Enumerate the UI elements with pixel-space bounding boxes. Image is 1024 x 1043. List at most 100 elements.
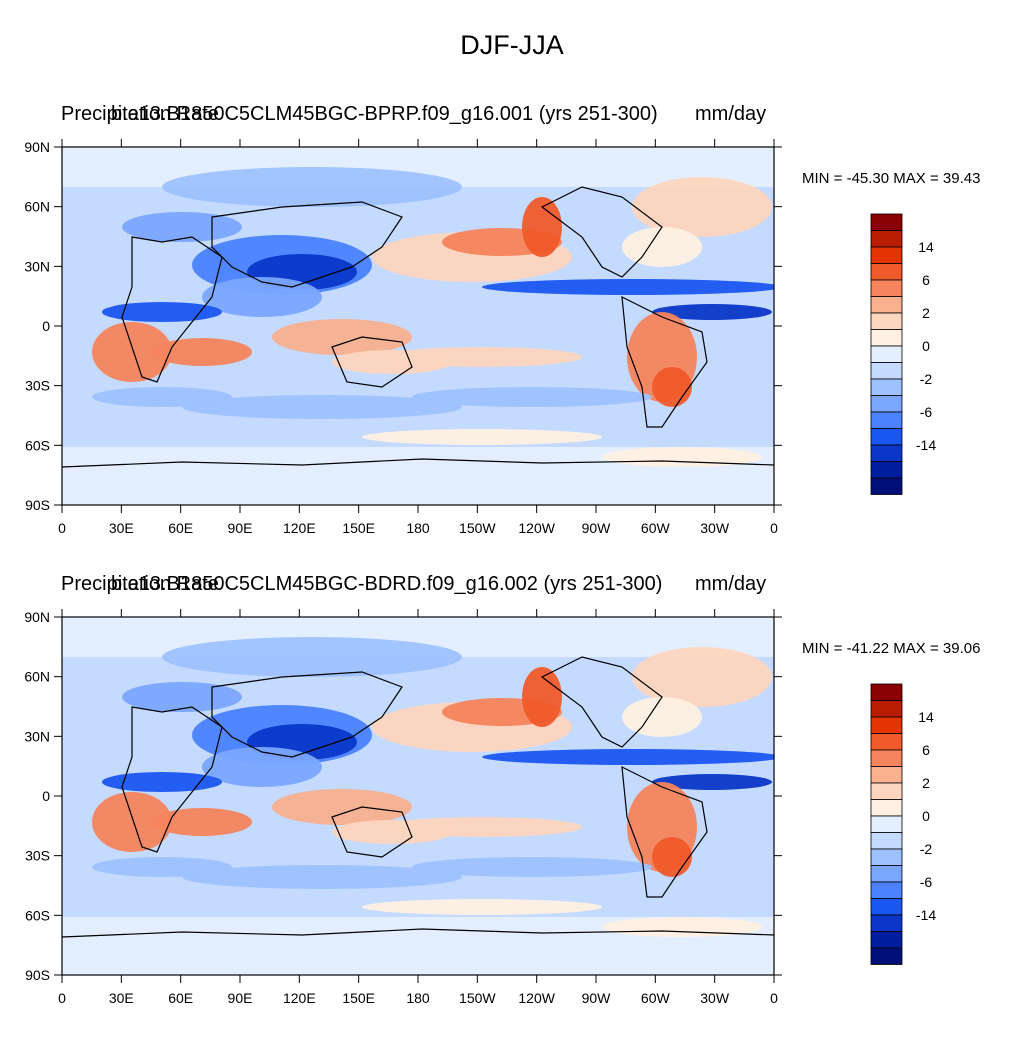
colorbar-segment [870,947,903,965]
colorbar-segment [870,881,903,899]
lat-tick-label: 90N [24,609,50,625]
anomaly-contour [122,682,242,712]
lon-tick-label: 0 [770,520,778,536]
colorbar: 14 6 2 0 -2 -6 -14 [870,683,936,965]
colorbar-label: 2 [922,305,930,321]
map-panel-bottom: Precipitation Rate b.e13.B1850C5CLM45BGC… [0,573,1024,1043]
anomaly-contour [652,774,772,790]
colorbar-segment [870,799,903,817]
case-label: b.e13.B1850C5CLM45BGC-BDRD.f09_g16.002 (… [111,573,663,595]
anomaly-contour [622,697,702,737]
lat-tick-label: 90S [25,967,50,983]
coastline [540,656,663,748]
anomaly-contour [382,817,582,837]
anomaly-contour [632,647,772,707]
min-max-label: MIN = -41.22 MAX = 39.06 [802,640,981,657]
colorbar-segment [870,865,903,883]
colorbar-label: -6 [920,404,933,420]
colorbar-label: -2 [920,371,933,387]
lon-tick-label: 60E [168,990,193,1006]
map-plot: 90N 60N 30N 0 30S 60S 90S 0 30E 60E 90E 120E 150E 180… [24,139,936,536]
colorbar-label: -6 [920,874,933,890]
anomaly-contour [272,789,412,825]
lon-tick-label: 150W [459,990,496,1006]
lon-tick-label: 0 [58,520,66,536]
units-label: mm/day [695,103,767,125]
map-panel-top: Precipitation Rate b.e13.B1850C5CLM45BGC… [0,103,1024,573]
anomaly-contour [382,347,582,367]
anomaly-contour [162,167,462,207]
lon-tick-label: 180 [406,990,430,1006]
lon-tick-label: 180 [406,520,430,536]
anomaly-contour [652,367,692,407]
colorbar-segment [870,848,903,866]
colorbar-segment [870,312,903,330]
anomaly-contour [412,857,652,877]
colorbar-label: 0 [922,808,930,824]
lon-tick-label: 90E [228,520,253,536]
colorbar-segment [870,931,903,949]
colorbar-segment [870,782,903,800]
anomaly-contour [652,837,692,877]
anomaly-contour [182,865,462,889]
colorbar-segment [870,914,903,932]
anomaly-contour [482,749,774,765]
colorbar-label: -2 [920,841,933,857]
lon-tick-label: 120E [283,520,316,536]
coastline [211,671,403,758]
colorbar-segment [870,362,903,380]
colorbar-segment [870,749,903,767]
colorbar-segment [870,716,903,734]
coastline [211,201,403,288]
lat-tick-label: 60N [24,199,50,215]
colorbar-segment [870,461,903,479]
map-plot: 90N 60N 30N 0 30S 60S 90S 0 30E 60E 90E 120E 150E 180… [24,609,936,1006]
anomaly-contour [152,338,252,366]
colorbar-label: 14 [918,239,934,255]
coastline [540,186,663,278]
colorbar-segment [870,345,903,363]
colorbar-segment [870,230,903,248]
anomaly-contour [522,197,562,257]
colorbar-segment [870,428,903,446]
anomaly-contour [152,808,252,836]
lon-tick-label: 60E [168,520,193,536]
colorbar-segment [870,683,903,701]
lon-tick-label: 150W [459,520,496,536]
lat-tick-label: 90S [25,497,50,513]
anomaly-contour [362,899,602,915]
colorbar-label: 0 [922,338,930,354]
lat-tick-label: 0 [42,318,50,334]
anomaly-contour [162,637,462,677]
lon-tick-label: 120E [283,990,316,1006]
lat-tick-label: 30N [24,728,50,744]
anomaly-contour [92,857,232,877]
lon-tick-label: 90W [582,520,612,536]
lat-tick-label: 60S [25,437,50,453]
colorbar: 14 6 2 0 -2 -6 -14 [870,213,936,495]
lat-tick-label: 60N [24,669,50,685]
colorbar-segment [870,246,903,264]
coastline [62,458,774,468]
anomaly-contour [602,917,762,937]
colorbar-segment [870,329,903,347]
coastline [121,706,223,853]
lon-tick-label: 60W [641,520,671,536]
lon-tick-label: 30W [700,520,730,536]
colorbar-segment [870,395,903,413]
anomaly-contour [622,227,702,267]
colorbar-segment [870,411,903,429]
anomaly-contour [92,322,172,382]
anomaly-contour [632,177,772,237]
colorbar-segment [870,700,903,718]
colorbar-segment [870,263,903,281]
lon-tick-label: 120W [518,520,555,536]
variable-label: Precipitation Rate [61,573,219,595]
colorbar-segment [870,766,903,784]
lon-tick-label: 90W [582,990,612,1006]
lon-tick-label: 150E [342,990,375,1006]
lon-tick-label: 30E [109,520,134,536]
colorbar-label: 14 [918,709,934,725]
colorbar-segment [870,898,903,916]
lat-tick-label: 30N [24,258,50,274]
